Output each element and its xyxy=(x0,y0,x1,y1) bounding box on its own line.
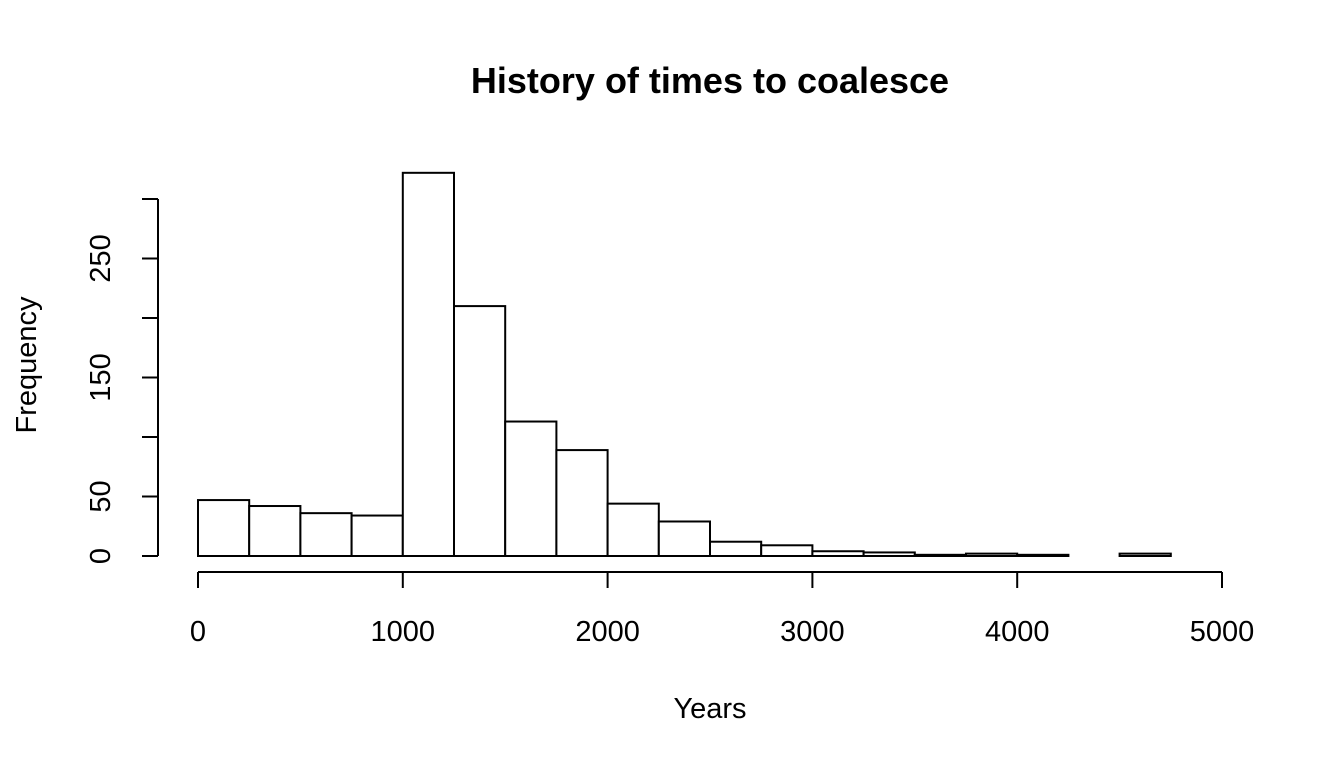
y-axis: 0 50 150 250 xyxy=(85,198,159,564)
histogram-bar xyxy=(555,449,609,557)
histogram-bar xyxy=(709,540,763,557)
x-tick-label: 3000 xyxy=(780,616,845,648)
histogram-bar xyxy=(299,512,353,557)
histogram-bar xyxy=(248,505,302,557)
histogram-bar xyxy=(401,171,455,557)
chart-title: History of times to coalesce xyxy=(471,60,949,101)
x-tick-label: 0 xyxy=(190,616,206,648)
histogram-bar xyxy=(606,502,660,558)
histogram-bar xyxy=(657,520,711,557)
histogram-bar xyxy=(504,420,558,557)
histogram-bar xyxy=(1016,553,1070,557)
x-axis-label: Years xyxy=(673,693,746,725)
y-tick-label: 0 xyxy=(85,548,117,564)
x-tick-label: 4000 xyxy=(985,616,1050,648)
x-axis: 0 1000 2000 3000 4000 5000 xyxy=(190,571,1255,648)
histogram-bar xyxy=(862,551,916,557)
histogram-bars xyxy=(197,171,1172,558)
y-tick-label: 250 xyxy=(85,234,117,282)
histogram-bar xyxy=(1118,552,1172,557)
y-tick-label: 150 xyxy=(85,353,117,401)
x-tick-label: 5000 xyxy=(1190,616,1255,648)
histogram-bar xyxy=(453,305,507,557)
histogram-bar xyxy=(811,550,865,557)
x-tick-label: 1000 xyxy=(371,616,436,648)
histogram-bar xyxy=(197,499,251,558)
histogram-bar xyxy=(350,514,404,557)
histogram-bar xyxy=(913,553,967,557)
y-axis-label: Frequency xyxy=(11,296,43,434)
histogram-bar xyxy=(965,552,1019,557)
histogram-bar xyxy=(760,544,814,557)
x-tick-label: 2000 xyxy=(575,616,640,648)
y-tick-label: 50 xyxy=(85,480,117,512)
